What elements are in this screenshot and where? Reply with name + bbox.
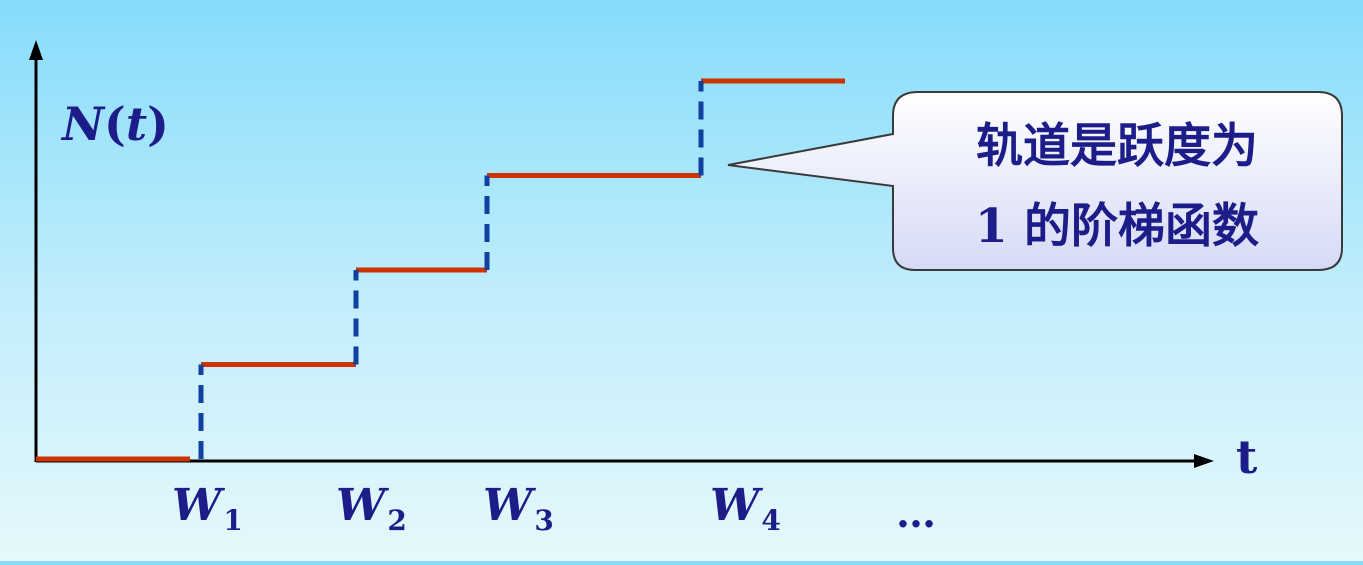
callout-line-2: 1 的阶梯函数	[975, 199, 1259, 254]
y-axis-label: N(t)	[60, 97, 169, 151]
tick-label-w1: W1	[172, 480, 243, 537]
ellipsis: …	[896, 490, 936, 537]
x-axis-arrow-icon	[1194, 454, 1214, 468]
callout-bubble: 轨道是跃度为 1 的阶梯函数	[727, 91, 1343, 271]
jump-lines	[198, 81, 704, 459]
tick-label-w3: W3	[483, 480, 554, 537]
tick-labels: W1 W2 W3 W4	[172, 480, 781, 537]
callout-line-1: 轨道是跃度为	[976, 119, 1258, 174]
x-axis-label: t	[1236, 430, 1258, 484]
step-segments	[36, 78, 845, 462]
tick-label-w2: W2	[336, 480, 407, 537]
tick-label-w4: W4	[710, 480, 781, 537]
y-axis-arrow-icon	[29, 40, 43, 60]
